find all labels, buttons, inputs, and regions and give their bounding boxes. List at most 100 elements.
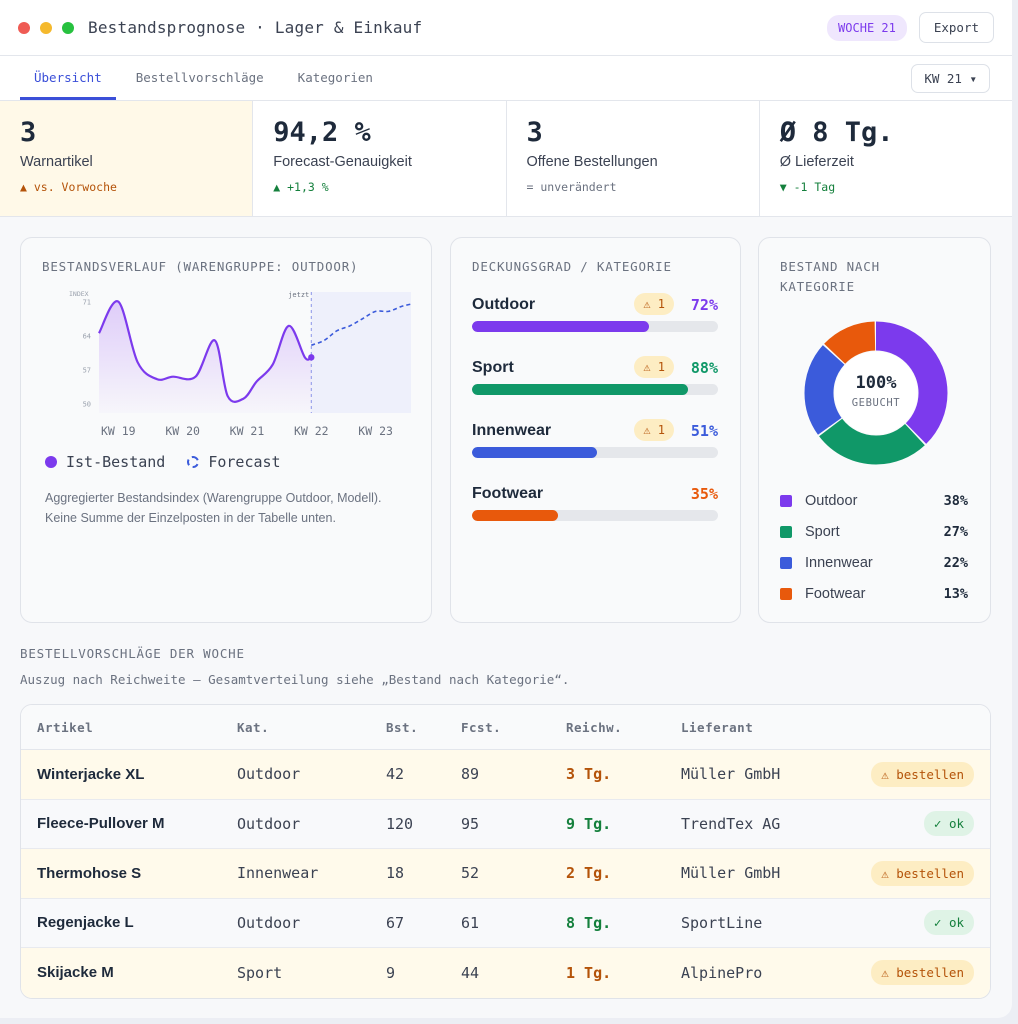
order-suggestions-table: Artikel Kat. Bst. Fcst. Reichw. Lieferan…: [20, 704, 991, 999]
table-body: Winterjacke XL Outdoor 42 89 3 Tg. Müller Gmb…: [21, 750, 990, 998]
kpi-label: Warnartikel: [20, 154, 93, 170]
donut-legend-row: Sport 27%: [780, 516, 968, 547]
donut-center: 100% GEBUCHT: [796, 373, 956, 409]
column-header-item[interactable]: Artikel: [37, 719, 94, 735]
coverage-bar-fill: [472, 321, 650, 332]
cell-stock: 9: [386, 963, 396, 982]
coverage-row[interactable]: Footwear 35%: [472, 485, 718, 548]
legend-actual-label: Ist-Bestand: [66, 453, 166, 471]
legend-swatch: [780, 556, 792, 569]
cell-category: Outdoor: [237, 765, 301, 784]
coverage-warning-badge: ⚠ 1: [634, 356, 674, 378]
cell-stock: 42: [386, 765, 405, 784]
cell-status: ✓ ok: [851, 910, 990, 936]
coverage-bar-track: [472, 447, 718, 458]
cell-reach: 3 Tg.: [566, 765, 612, 784]
cell-supplier: Müller GmbH: [681, 765, 781, 784]
coverage-bar-fill: [472, 510, 559, 521]
current-value-point: [308, 354, 315, 361]
order-status-badge[interactable]: ⚠ bestellen: [871, 960, 974, 986]
coverage-percent: 72%: [690, 296, 718, 314]
kpi-strip: 3 Warnartikel ▲ vs. Vorwoche 94,2 % Fore…: [0, 101, 1012, 217]
kpi-value: 3: [20, 117, 37, 148]
ok-status-badge[interactable]: ✓ ok: [923, 910, 974, 936]
kpi-delta: ▼ -1 Tag: [779, 180, 836, 194]
cell-reach: 9 Tg.: [566, 814, 612, 833]
kpi-lead-time[interactable]: Ø 8 Tg. Ø Lieferzeit ▼ -1 Tag: [760, 101, 1012, 216]
cell-item: Skijacke M: [37, 964, 114, 982]
forecast-legend-swatch: [187, 456, 200, 468]
donut-legend-row: Outdoor 38%: [780, 485, 968, 516]
cell-category: Outdoor: [237, 814, 301, 833]
cell-stock: 120: [386, 814, 414, 833]
column-header-forecast[interactable]: Fcst.: [461, 719, 502, 735]
kpi-forecast-accuracy[interactable]: 94,2 % Forecast-Genauigkeit ▲ +1,3 %: [253, 101, 507, 216]
y-axis-label: INDEX: [69, 290, 89, 298]
table-row[interactable]: Winterjacke XL Outdoor 42 89 3 Tg. Müller Gmb…: [21, 750, 990, 800]
table-row[interactable]: Fleece-Pullover M Outdoor 120 95 9 Tg. TrendT…: [21, 799, 990, 849]
column-header-category[interactable]: Kat.: [237, 719, 270, 735]
orders-section-title: Bestellvorschläge der Woche: [20, 646, 245, 661]
x-tick-label: KW 23: [358, 424, 393, 436]
table-row[interactable]: Regenjacke L Outdoor 67 61 8 Tg. SportLine ✓ o…: [21, 898, 990, 948]
coverage-row[interactable]: Innenwear ⚠ 1 51%: [472, 419, 718, 485]
maximize-window-icon[interactable]: [62, 21, 74, 34]
donut-center-label: GEBUCHT: [851, 397, 901, 409]
y-tick-label: 57: [83, 366, 91, 374]
week-select[interactable]: KW 21 ▾: [911, 64, 990, 93]
legend-category-name: Footwear: [805, 585, 866, 602]
stock-chart-card: Bestandsverlauf (Warengruppe: Outdoor) I…: [20, 237, 432, 623]
coverage-row[interactable]: Sport ⚠ 1 88%: [472, 356, 718, 422]
donut-legend-row: Footwear 13%: [780, 578, 968, 609]
actual-series-line: [98, 300, 312, 403]
coverage-bar-fill: [472, 447, 598, 458]
order-status-badge[interactable]: ⚠ bestellen: [871, 761, 974, 787]
order-status-badge[interactable]: ⚠ bestellen: [871, 860, 974, 886]
kpi-value: 3: [526, 117, 543, 148]
coverage-bar-fill: [472, 384, 689, 395]
donut-slice[interactable]: [804, 321, 948, 465]
coverage-warning-badge: ⚠ 1: [634, 293, 674, 315]
donut-hole: [834, 351, 918, 435]
export-button[interactable]: Export: [918, 12, 994, 43]
orders-section-subtitle: Auszug nach Reichweite — Gesamtverteilun…: [20, 672, 570, 687]
app-title: Bestandsprognose · Lager & Einkauf: [88, 18, 423, 37]
kpi-value: 94,2 %: [273, 117, 371, 148]
coverage-row[interactable]: Outdoor ⚠ 1 72%: [472, 293, 718, 359]
legend-category-name: Sport: [805, 523, 840, 540]
kpi-label: Forecast-Genauigkeit: [273, 154, 412, 170]
kpi-open-orders[interactable]: 3 Offene Bestellungen = unverändert: [507, 101, 760, 216]
table-row[interactable]: Skijacke M Sport 9 44 1 Tg. AlpinePro ⚠ bestel…: [21, 948, 990, 998]
legend-swatch: [780, 587, 792, 600]
x-tick-label: KW 22: [294, 424, 329, 436]
column-header-supplier[interactable]: Lieferant: [681, 719, 754, 735]
cell-supplier: SportLine: [681, 913, 763, 932]
cell-item: Thermohose S: [37, 864, 142, 882]
donut-slice[interactable]: [804, 321, 948, 465]
cell-forecast: 89: [461, 765, 480, 784]
column-header-stock[interactable]: Bst.: [386, 719, 419, 735]
tab-categories[interactable]: Kategorien: [297, 70, 373, 85]
close-window-icon[interactable]: [18, 21, 30, 34]
coverage-bar-track: [472, 384, 718, 395]
tab-overview[interactable]: Übersicht: [20, 70, 116, 100]
stock-chart-legend: Ist-Bestand Forecast: [45, 453, 281, 471]
cell-category: Sport: [237, 963, 283, 982]
kpi-label: Offene Bestellungen: [526, 154, 658, 170]
coverage-list: Outdoor ⚠ 1 72% Sport ⚠ 1 88% Innenwear ⚠ 1 51% F…: [472, 293, 718, 548]
kpi-warning-items[interactable]: 3 Warnartikel ▲ vs. Vorwoche: [0, 101, 254, 216]
minimize-window-icon[interactable]: [40, 21, 52, 34]
x-tick-label: KW 19: [101, 424, 136, 436]
ok-status-badge[interactable]: ✓ ok: [923, 811, 974, 837]
table-row[interactable]: Thermohose S Innenwear 18 52 2 Tg. Müller Gmb…: [21, 849, 990, 899]
coverage-category-name: Innenwear: [472, 422, 552, 439]
column-header-reach[interactable]: Reichw.: [566, 719, 623, 735]
donut-slice[interactable]: [804, 321, 948, 465]
coverage-bar-track: [472, 321, 718, 332]
y-tick-label: 64: [83, 333, 91, 341]
legend-category-name: Outdoor: [805, 492, 858, 509]
coverage-percent: 35%: [690, 485, 718, 503]
x-tick-label: KW 20: [165, 424, 200, 436]
tab-order-suggestions[interactable]: Bestellvorschläge: [135, 70, 264, 85]
